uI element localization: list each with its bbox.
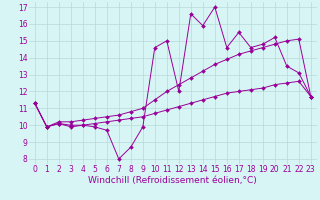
- X-axis label: Windchill (Refroidissement éolien,°C): Windchill (Refroidissement éolien,°C): [88, 176, 257, 185]
